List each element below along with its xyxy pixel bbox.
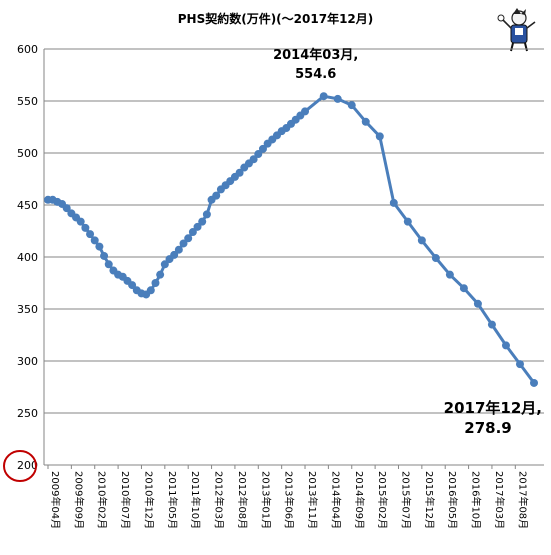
data-point — [473, 299, 482, 308]
data-point — [375, 132, 384, 141]
data-point — [62, 204, 71, 213]
mascot-icon — [497, 8, 536, 52]
y-tick-label: 400 — [17, 251, 38, 264]
data-point — [501, 341, 510, 350]
data-point — [347, 101, 356, 110]
data-point — [146, 286, 155, 295]
data-point — [174, 245, 183, 254]
y-tick-label: 600 — [17, 43, 38, 56]
data-point — [179, 239, 188, 248]
x-tick-label: 2013年11月 — [306, 471, 319, 529]
data-point — [445, 270, 454, 279]
data-point — [333, 94, 342, 103]
annotation-peak-date: 2014年03月, — [273, 47, 358, 63]
data-point — [188, 228, 197, 237]
data-point — [184, 234, 193, 243]
data-point — [151, 279, 160, 287]
data-point — [389, 198, 398, 207]
data-point — [160, 260, 169, 269]
x-tick-label: 2010年07月 — [119, 471, 132, 529]
data-point — [459, 284, 468, 293]
data-point — [319, 92, 328, 101]
highlight-circle — [3, 450, 37, 482]
x-tick-label: 2012年08月 — [236, 471, 249, 529]
x-tick-label: 2017年03月 — [493, 471, 506, 529]
data-point — [258, 144, 267, 153]
data-point — [403, 217, 412, 226]
data-point — [86, 230, 95, 239]
x-tick-label: 2017年08月 — [516, 471, 529, 529]
data-point — [212, 191, 221, 200]
y-tick-label: 200 — [17, 459, 38, 472]
data-point — [76, 217, 85, 226]
y-tick-label: 500 — [17, 147, 38, 160]
data-point — [156, 270, 165, 279]
data-point — [90, 236, 99, 245]
data-point — [100, 251, 109, 260]
y-tick-label: 550 — [17, 95, 38, 108]
x-tick-label: 2014年09月 — [353, 471, 366, 529]
x-tick-label: 2009年04月 — [49, 471, 62, 529]
x-tick-label: 2014年04月 — [329, 471, 342, 529]
data-point — [431, 254, 440, 263]
x-tick-label: 2010年12月 — [142, 471, 155, 529]
annotation-peak-value: 554.6 — [295, 67, 336, 82]
data-point — [95, 242, 104, 251]
data-point — [235, 168, 244, 177]
data-point — [81, 223, 90, 232]
data-point — [104, 260, 113, 269]
x-tick-label: 2016年05月 — [446, 471, 459, 529]
data-point — [361, 117, 370, 126]
data-point — [417, 236, 426, 245]
x-tick-label: 2015年07月 — [399, 471, 412, 529]
x-tick-label: 2010年02月 — [96, 471, 109, 529]
data-point — [254, 150, 263, 159]
y-tick-label: 300 — [17, 355, 38, 368]
x-tick-label: 2011年05月 — [166, 471, 179, 529]
data-point — [198, 217, 207, 226]
data-point — [487, 320, 496, 329]
data-point — [202, 210, 211, 219]
y-tick-label: 250 — [17, 407, 38, 420]
y-tick-label: 450 — [17, 199, 38, 212]
data-point — [301, 107, 310, 116]
chart-title: PHS契約数(万件)(〜2017年12月) — [177, 12, 374, 26]
x-tick-label: 2013年06月 — [283, 471, 296, 529]
data-point — [193, 222, 202, 231]
data-point — [249, 155, 258, 164]
series-line — [48, 94, 536, 384]
x-tick-label: 2015年02月 — [376, 471, 389, 529]
annotation-last-date: 2017年12月, — [444, 399, 542, 417]
data-point — [128, 281, 137, 290]
data-point — [530, 378, 538, 387]
annotation-last-value: 278.9 — [464, 419, 511, 437]
x-tick-label: 2013年01月 — [259, 471, 272, 529]
x-tick-label: 2016年10月 — [470, 471, 483, 529]
x-tick-label: 2015年12月 — [423, 471, 436, 529]
data-point — [170, 250, 179, 259]
x-tick-label: 2009年09月 — [72, 471, 85, 529]
data-point — [515, 360, 524, 369]
x-tick-label: 2011年10月 — [189, 471, 202, 529]
x-tick-label: 2012年03月 — [213, 471, 226, 529]
y-tick-label: 350 — [17, 303, 38, 316]
